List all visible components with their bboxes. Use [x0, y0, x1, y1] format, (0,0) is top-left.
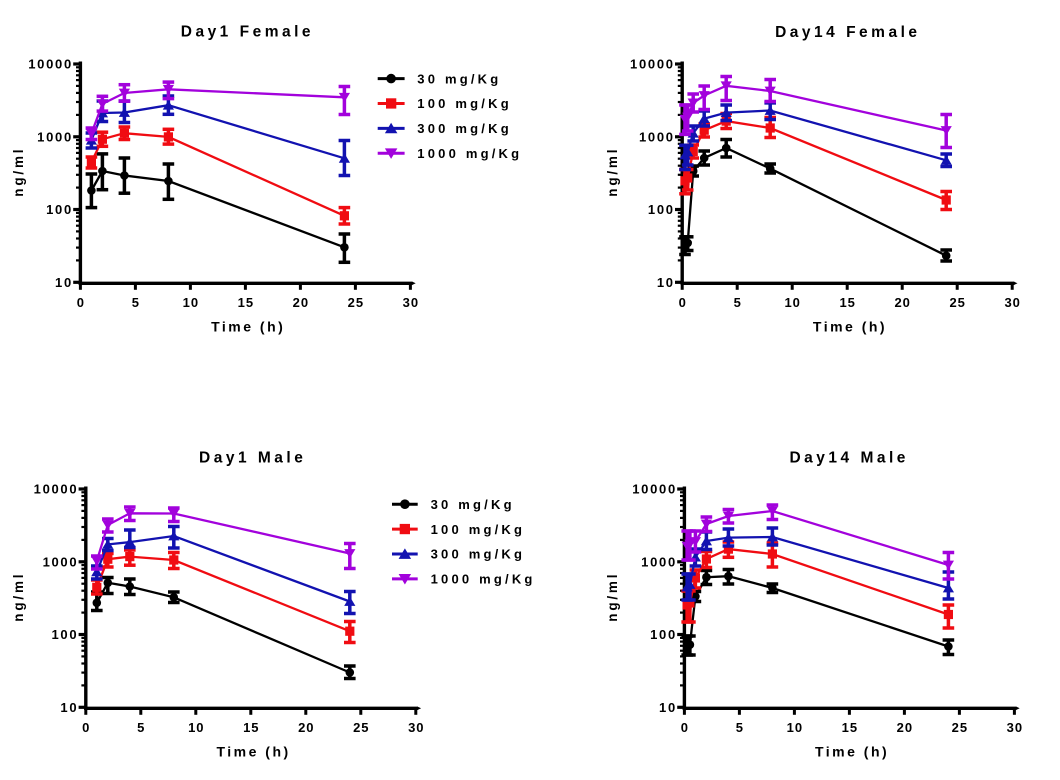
svg-text:10: 10 — [657, 275, 675, 290]
svg-text:100: 100 — [648, 202, 675, 217]
svg-text:25: 25 — [353, 720, 369, 735]
svg-text:1000 mg/Kg: 1000 mg/Kg — [417, 146, 522, 161]
svg-text:Day1 Male: Day1 Male — [199, 450, 306, 467]
svg-text:ng/ml: ng/ml — [605, 572, 620, 622]
svg-text:1000: 1000 — [639, 130, 675, 145]
svg-text:30: 30 — [403, 295, 419, 310]
svg-text:10: 10 — [659, 700, 677, 715]
svg-text:100: 100 — [52, 627, 79, 642]
svg-text:10000: 10000 — [632, 482, 677, 497]
svg-text:30: 30 — [408, 720, 424, 735]
svg-text:Day14 Male: Day14 Male — [789, 450, 908, 467]
svg-text:25: 25 — [949, 295, 965, 310]
svg-text:0: 0 — [681, 720, 689, 735]
svg-text:100 mg/Kg: 100 mg/Kg — [431, 522, 526, 537]
svg-text:10: 10 — [60, 700, 78, 715]
svg-text:30 mg/Kg: 30 mg/Kg — [417, 71, 501, 86]
svg-text:1000: 1000 — [37, 130, 73, 145]
svg-text:5: 5 — [137, 720, 145, 735]
svg-text:15: 15 — [842, 720, 858, 735]
svg-text:15: 15 — [238, 295, 254, 310]
svg-text:Day1 Female: Day1 Female — [181, 24, 314, 41]
svg-text:100 mg/Kg: 100 mg/Kg — [417, 96, 512, 111]
svg-text:0: 0 — [82, 720, 90, 735]
svg-text:20: 20 — [894, 295, 910, 310]
svg-text:10000: 10000 — [28, 57, 73, 72]
svg-text:20: 20 — [897, 720, 913, 735]
svg-text:10: 10 — [188, 720, 204, 735]
svg-text:300 mg/Kg: 300 mg/Kg — [417, 121, 512, 136]
svg-text:30: 30 — [1004, 295, 1020, 310]
svg-text:25: 25 — [348, 295, 364, 310]
svg-text:1000 mg/Kg: 1000 mg/Kg — [431, 572, 536, 587]
svg-text:ng/ml: ng/ml — [11, 147, 26, 197]
svg-text:Time (h): Time (h) — [216, 743, 290, 759]
svg-text:1000: 1000 — [43, 555, 79, 570]
svg-text:20: 20 — [298, 720, 314, 735]
svg-text:Time (h): Time (h) — [813, 318, 887, 334]
svg-text:5: 5 — [734, 295, 742, 310]
svg-text:15: 15 — [839, 295, 855, 310]
svg-text:10000: 10000 — [34, 482, 79, 497]
svg-text:10: 10 — [183, 295, 199, 310]
svg-text:ng/ml: ng/ml — [11, 572, 26, 622]
svg-text:1000: 1000 — [641, 555, 677, 570]
svg-text:Time (h): Time (h) — [211, 318, 285, 334]
svg-text:Time (h): Time (h) — [815, 743, 889, 759]
svg-text:15: 15 — [243, 720, 259, 735]
svg-text:0: 0 — [77, 295, 85, 310]
svg-text:100: 100 — [46, 202, 73, 217]
svg-text:10: 10 — [787, 720, 803, 735]
svg-text:10: 10 — [55, 275, 73, 290]
svg-text:0: 0 — [679, 295, 687, 310]
svg-text:10000: 10000 — [630, 57, 675, 72]
svg-text:ng/ml: ng/ml — [605, 147, 620, 197]
svg-text:5: 5 — [736, 720, 744, 735]
svg-text:Day14 Female: Day14 Female — [775, 24, 920, 41]
svg-text:20: 20 — [293, 295, 309, 310]
svg-text:5: 5 — [132, 295, 140, 310]
svg-text:300 mg/Kg: 300 mg/Kg — [431, 547, 526, 562]
svg-text:30 mg/Kg: 30 mg/Kg — [431, 497, 515, 512]
svg-text:100: 100 — [650, 627, 677, 642]
svg-text:10: 10 — [784, 295, 800, 310]
svg-text:30: 30 — [1007, 720, 1023, 735]
svg-text:25: 25 — [952, 720, 968, 735]
